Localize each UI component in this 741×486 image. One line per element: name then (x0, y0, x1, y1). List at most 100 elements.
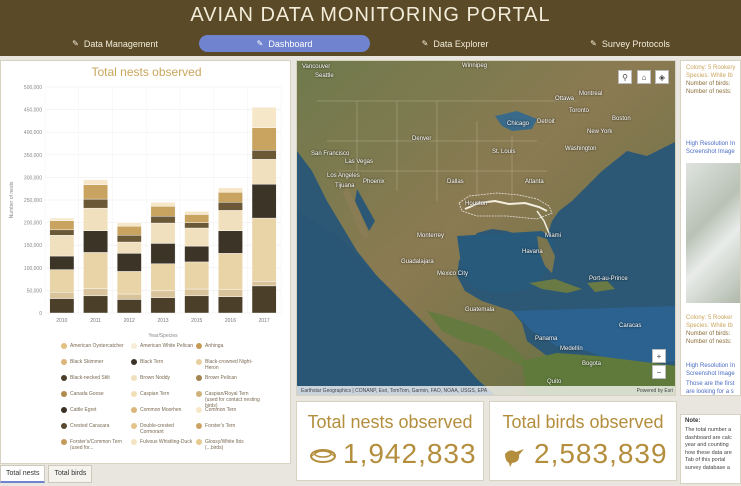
bar-segment (251, 127, 277, 151)
bar-segment (150, 290, 176, 298)
image-link[interactable]: Screenshot Image (686, 371, 735, 377)
bar-segment (150, 202, 176, 207)
legend-item[interactable]: Black-crowned Night-Heron (196, 359, 260, 371)
tab-total-nests[interactable]: Total nests (0, 465, 46, 483)
nav-dashboard[interactable]: ✎ Dashboard (199, 35, 370, 52)
legend-item[interactable]: Brown Noddy (131, 375, 195, 381)
legend-item[interactable]: Caspian/Royal Tern (used for contact nes… (196, 391, 260, 409)
legend-item[interactable]: Common Tern (196, 407, 260, 413)
nav-data-explorer[interactable]: ✎ Data Explorer (410, 35, 500, 52)
bar-segment (218, 253, 243, 290)
bar-segment (218, 192, 243, 203)
bar-segment (49, 220, 75, 231)
birds-line: Number of birds: (686, 331, 731, 337)
y-tick-label: 0 (39, 311, 42, 317)
legend-item[interactable]: Fulvous Whistling-Duck (131, 439, 195, 445)
legend-item[interactable]: Common Moorhen (131, 407, 195, 413)
image-link[interactable]: High Resolution In (686, 363, 736, 369)
map-panel[interactable]: Seattle Vancouver Winnipeg Ottawa Toront… (296, 60, 676, 396)
legend-label: Double-crested Cormorant (140, 423, 174, 435)
tab-total-birds[interactable]: Total birds (48, 465, 93, 483)
zoom-out-button[interactable]: − (652, 365, 666, 379)
legend-swatch (61, 407, 67, 413)
map-label: Ottawa (555, 96, 575, 102)
map-label: Guadalajara (401, 259, 434, 265)
legend-swatch (196, 407, 202, 413)
image-link[interactable]: Screenshot Image (686, 149, 735, 155)
cuba-island (529, 279, 582, 293)
home-icon[interactable]: ⌂ (637, 70, 651, 84)
legend-item[interactable]: Black Skimmer (61, 359, 125, 365)
map-label: Mexico City (437, 271, 469, 277)
y-tick-label: 250,000 (24, 198, 42, 204)
bar-segment (116, 222, 142, 227)
map-label: Quito (547, 379, 562, 385)
map-label: Miami (545, 233, 561, 239)
bar-segment (49, 292, 75, 299)
chart-tabs: Total nests Total birds (0, 465, 93, 486)
legend-item[interactable]: Double-crested Cormorant (131, 423, 195, 435)
bar-segment (116, 235, 142, 243)
legend-item[interactable]: American Oystercatcher (61, 343, 125, 349)
legend-item[interactable]: Black-necked Stilt (61, 375, 125, 381)
y-tick-label: 500,000 (24, 85, 42, 91)
legend-item[interactable]: Glossy/White Ibis (...birds) (196, 439, 260, 451)
bar-segment (184, 288, 210, 297)
legend-item[interactable]: Forster's/Common Tern (used for... (61, 439, 125, 451)
x-tick-label: 2016 (225, 318, 236, 324)
map-label: Phoenix (363, 179, 385, 185)
zoom-in-button[interactable]: + (652, 349, 666, 363)
legend-swatch (196, 359, 202, 365)
bar-segment (150, 297, 176, 314)
page-title: AVIAN DATA MONITORING PORTAL (190, 4, 551, 26)
map-label: Atlanta (525, 179, 544, 185)
bar-segment (251, 159, 277, 185)
layers-icon[interactable]: ◈ (655, 70, 669, 84)
colony-image[interactable] (686, 163, 740, 303)
colony-details-panel[interactable]: Colony: 5 Rookery Species: White Ib Numb… (680, 60, 741, 396)
legend-label: Common Moorhen (140, 407, 182, 413)
legend-swatch (196, 391, 202, 397)
legend-label: American Oystercatcher (70, 343, 124, 349)
powered-by-esri[interactable]: Powered by Esri (636, 388, 673, 394)
legend-label: Brown Noddy (140, 375, 171, 381)
bar-segment (218, 210, 243, 231)
nav-data-management[interactable]: ✎ Data Management (60, 35, 170, 52)
species-line: Species: White Ib (686, 73, 733, 79)
map-label: Guatemala (465, 307, 495, 313)
legend-swatch (61, 423, 67, 429)
bar-segment (150, 216, 176, 224)
legend-label: Brown Pelican (205, 375, 237, 381)
legend-item[interactable]: Anhinga (196, 343, 260, 349)
bar-segment (218, 202, 243, 211)
legend-swatch (61, 375, 67, 381)
legend-label: Forster's/Common Tern (used for... (70, 439, 122, 451)
legend-label: Forster's Tern (205, 423, 236, 429)
nav-label: Survey Protocols (601, 38, 670, 49)
legend-item[interactable]: American White Pelican (131, 343, 195, 349)
legend-item[interactable]: Forster's Tern (196, 423, 260, 429)
legend-item[interactable]: Cattle Egret (61, 407, 125, 413)
legend-item[interactable]: Crested Caracara (61, 423, 125, 429)
florida-peninsula (537, 236, 555, 273)
map-label: Port-au-Prince (589, 276, 628, 282)
map-label: Bogota (582, 361, 602, 367)
legend-swatch (131, 375, 137, 381)
legend-label: Canada Goose (70, 391, 104, 397)
legend-item[interactable]: Black Tern (131, 359, 195, 365)
image-link[interactable]: High Resolution In (686, 141, 736, 147)
x-tick-label: 2015 (191, 318, 202, 324)
bar-segment (218, 230, 243, 254)
note-title: Note: (685, 418, 701, 424)
nest-icon (309, 444, 337, 470)
map-label: Vancouver (302, 64, 331, 70)
nav-survey-protocols[interactable]: ✎ Survey Protocols (580, 35, 680, 52)
note-line: The total number a (685, 427, 732, 433)
legend-item[interactable]: Brown Pelican (196, 375, 260, 381)
legend-item[interactable]: Canada Goose (61, 391, 125, 397)
map-canvas[interactable] (297, 61, 676, 396)
search-icon[interactable]: ⚲ (618, 70, 632, 84)
note-body: The total number a dashboard are calc year… (685, 427, 732, 472)
baja-peninsula (343, 186, 369, 239)
legend-item[interactable]: Caspian Tern (131, 391, 195, 397)
